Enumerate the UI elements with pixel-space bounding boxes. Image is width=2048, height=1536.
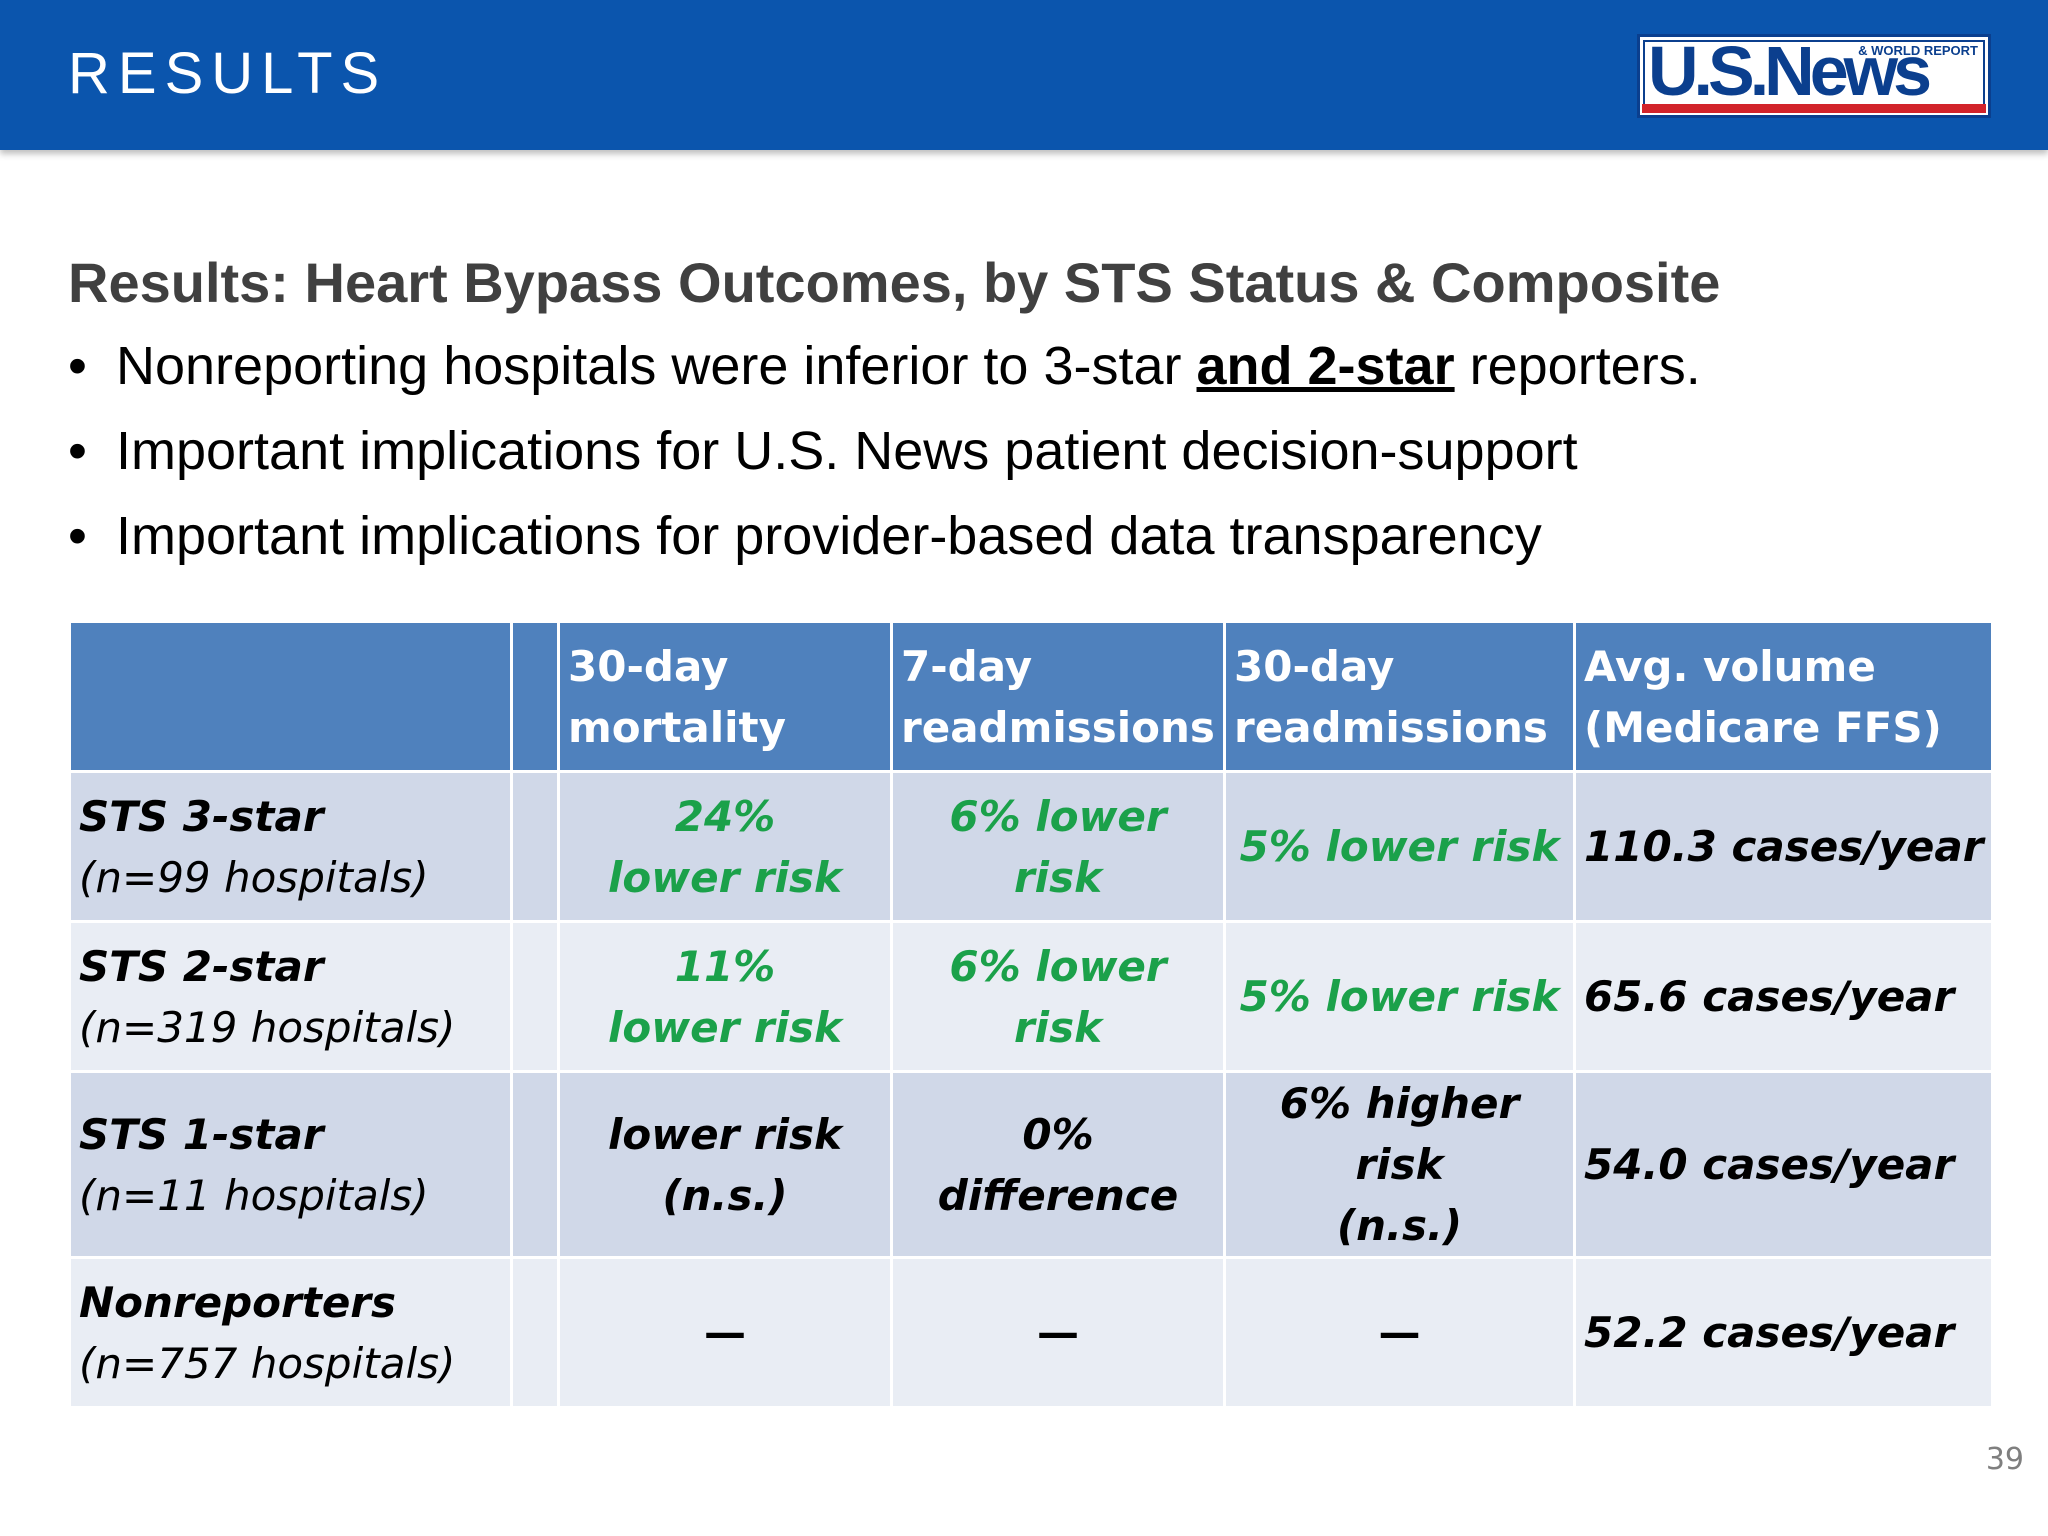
spacer-cell — [510, 1070, 560, 1259]
header-volume: Avg. volume (Medicare FFS) — [1572, 620, 1995, 773]
usnews-logo: U.S.News & WORLD REPORT — [1637, 34, 1991, 118]
read7-cell: 6% lower risk — [890, 920, 1226, 1073]
logo-red-bar — [1642, 104, 1986, 113]
header-read30: 30-day readmissions — [1223, 620, 1576, 773]
bullet-dot: • — [68, 336, 87, 396]
mortality-cell: lower risk (n.s.) — [557, 1070, 893, 1259]
bullet-item: • Important implications for U.S. News pa… — [68, 417, 1701, 502]
bullet-dot: • — [68, 421, 87, 481]
slide-subtitle: Results: Heart Bypass Outcomes, by STS S… — [68, 251, 1721, 314]
read7-cell: 6% lower risk — [890, 770, 1226, 923]
row-label: STS 3-star (n=99 hospitals) — [68, 770, 513, 923]
volume-cell: 110.3 cases/year — [1572, 770, 1995, 923]
section-title: RESULTS — [68, 41, 388, 106]
bullet-item: • Nonreporting hospitals were inferior to… — [68, 332, 1701, 417]
logo-tagline: & WORLD REPORT — [1858, 43, 1978, 58]
table-header-row: 30-day mortality 7-day readmissions 30-day… — [68, 620, 1995, 773]
header-blank — [68, 620, 513, 773]
volume-cell: 54.0 cases/year — [1572, 1070, 1995, 1259]
table-row: STS 1-star (n=11 hospitals) lower risk (n.… — [68, 1070, 1995, 1259]
read7-cell: — — [890, 1256, 1226, 1409]
bullet-list: • Nonreporting hospitals were inferior to… — [68, 332, 1701, 587]
bullet-item: • Important implications for provider-bas… — [68, 502, 1701, 587]
spacer-cell — [510, 920, 560, 1073]
volume-cell: 52.2 cases/year — [1572, 1256, 1995, 1409]
bullet-text: Nonreporting hospitals were inferior to … — [116, 336, 1197, 396]
table-row: STS 2-star (n=319 hospitals) 11% lower ris… — [68, 920, 1995, 1073]
mortality-cell: 11% lower risk — [557, 920, 893, 1073]
bullet-text: Important implications for provider-base… — [116, 506, 1542, 566]
read30-cell: 6% higher risk (n.s.) — [1223, 1070, 1576, 1259]
table-row: Nonreporters (n=757 hospitals) — — — 52.2… — [68, 1256, 1995, 1409]
row-label: STS 1-star (n=11 hospitals) — [68, 1070, 513, 1259]
bullet-text-end: reporters. — [1454, 336, 1701, 396]
row-label: Nonreporters (n=757 hospitals) — [68, 1256, 513, 1409]
read7-cell: 0% difference — [890, 1070, 1226, 1259]
bullet-text: Important implications for U.S. News pat… — [116, 421, 1578, 481]
read30-cell: 5% lower risk — [1223, 920, 1576, 1073]
bullet-emphasis: and 2-star — [1196, 336, 1455, 396]
read30-cell: — — [1223, 1256, 1576, 1409]
logo-wordmark: U.S.News — [1648, 34, 1932, 110]
spacer-cell — [510, 1256, 560, 1409]
mortality-cell: — — [557, 1256, 893, 1409]
slide-header-bar: RESULTS U.S.News & WORLD REPORT — [0, 0, 2048, 150]
table-row: STS 3-star (n=99 hospitals) 24% lower risk… — [68, 770, 1995, 923]
row-label: STS 2-star (n=319 hospitals) — [68, 920, 513, 1073]
header-read7: 7-day readmissions — [890, 620, 1226, 773]
header-mortality: 30-day mortality — [557, 620, 893, 773]
volume-cell: 65.6 cases/year — [1572, 920, 1995, 1073]
bullet-dot: • — [68, 506, 87, 566]
header-spacer — [510, 620, 560, 773]
read30-cell: 5% lower risk — [1223, 770, 1576, 923]
page-number: 39 — [1985, 1442, 2024, 1477]
mortality-cell: 24% lower risk — [557, 770, 893, 923]
results-table: 30-day mortality 7-day readmissions 30-day… — [68, 620, 1995, 1409]
spacer-cell — [510, 770, 560, 923]
